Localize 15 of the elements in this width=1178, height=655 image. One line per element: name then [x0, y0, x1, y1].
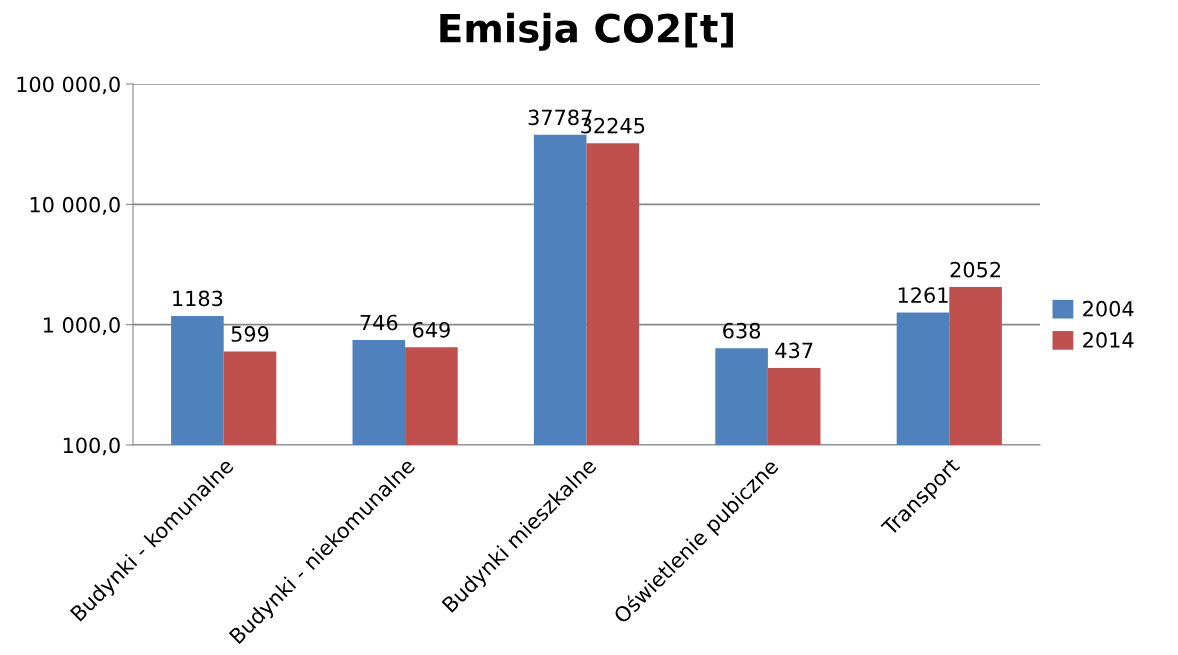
data-label: 1261 — [898, 287, 948, 303]
chart-title: Emisja CO2[t] — [440, 12, 733, 51]
legend-label: 2014 — [1083, 332, 1134, 348]
data-label: 649 — [412, 321, 450, 338]
y-tick-label: 100,0 — [63, 437, 120, 456]
data-label: 1183 — [173, 290, 223, 307]
y-tick-label: 10 000,0 — [30, 196, 120, 215]
data-label: 746 — [360, 314, 398, 331]
y-tick-label: 100 000,0 — [17, 76, 120, 95]
data-label: 2052 — [950, 261, 1001, 278]
data-label: 437 — [775, 342, 813, 359]
data-label: 638 — [723, 322, 761, 339]
data-label: 599 — [231, 326, 269, 342]
y-tick-label: 1 000,0 — [43, 317, 120, 335]
legend-label: 2004 — [1083, 300, 1134, 317]
